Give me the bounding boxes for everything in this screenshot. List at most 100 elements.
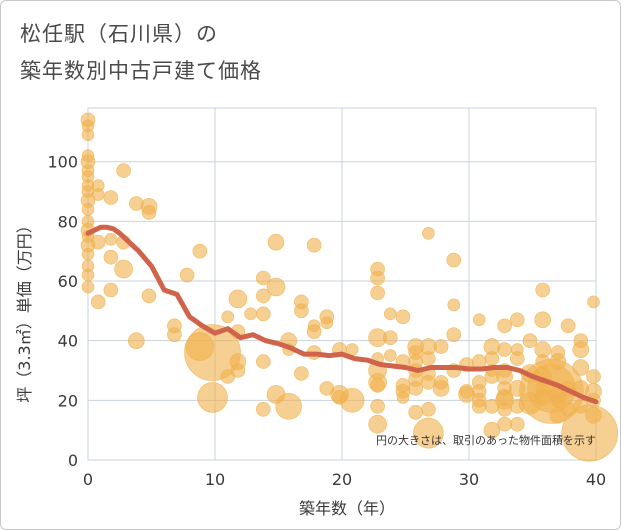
data-point-109 [432,380,450,397]
data-point-106 [413,417,444,449]
x-tick-label-30: 30 [459,470,479,489]
y-tick-label-40: 40 [58,332,78,351]
data-point-157 [549,353,567,370]
x-tick-label-0: 0 [83,470,93,489]
data-point-24 [104,233,118,246]
data-point-166 [572,359,590,376]
x-tick-label-20: 20 [332,470,352,489]
data-point-144 [522,333,538,349]
data-point-17 [81,268,95,282]
data-point-61 [294,303,309,319]
data-point-59 [275,392,303,420]
bubble-size-note: 円の大きさは、取引のあった物件面積を示す [376,433,596,447]
data-point-128 [483,421,501,439]
data-point-49 [255,270,271,286]
y-axis-label: 坪（3.3㎡）単価（万円） [15,217,34,402]
data-point-138 [509,312,525,328]
data-point-44 [228,289,248,309]
data-point-41 [197,382,228,413]
data-point-117 [472,313,486,327]
data-point-174 [585,406,602,424]
x-tick-label-10: 10 [205,470,225,489]
data-point-25 [103,249,119,265]
data-point-10 [81,203,95,216]
data-point-137 [497,416,512,432]
data-point-33 [141,205,157,220]
data-point-18 [81,280,95,294]
x-tick-label-40: 40 [586,470,606,489]
data-point-23 [103,190,119,205]
data-point-83 [370,398,385,414]
data-point-84 [368,414,387,434]
data-point-129 [497,318,512,334]
data-point-170 [587,295,600,309]
data-point-62 [294,366,309,381]
data-point-52 [255,354,271,369]
data-point-161 [560,318,576,334]
data-point-165 [572,341,590,358]
y-tick-label-60: 60 [58,272,78,291]
data-point-68 [320,316,334,330]
data-point-27 [116,163,131,178]
data-point-50 [255,288,271,304]
axis-ticks: 0 10 20 30 40 0 20 40 60 80 100 [47,153,606,489]
data-point-31 [128,332,145,350]
y-tick-label-80: 80 [58,212,78,231]
data-point-15 [81,247,95,261]
data-point-76 [370,270,385,286]
data-point-88 [395,309,411,325]
chart-title-line-2: 築年数別中古戸建て価格 [20,59,262,83]
data-point-92 [396,391,410,404]
data-point-86 [382,330,398,346]
data-point-85 [383,307,397,321]
data-point-130 [497,342,512,357]
data-point-102 [421,351,436,366]
data-point-37 [179,267,195,283]
data-point-53 [255,401,271,417]
data-point-140 [509,351,525,366]
data-point-171 [586,369,601,384]
data-point-22 [90,294,106,310]
data-point-147 [535,282,551,298]
data-point-112 [446,327,462,343]
data-point-36 [167,327,182,343]
data-point-40 [184,324,241,381]
bubble-series [80,112,619,462]
y-tick-label-0: 0 [68,451,78,470]
data-point-47 [230,363,246,378]
data-point-73 [339,387,365,413]
data-point-20 [91,188,105,201]
data-point-54 [267,233,285,251]
data-point-26 [103,282,119,298]
data-point-63 [306,237,322,253]
data-point-99 [408,404,424,420]
data-point-51 [255,306,271,322]
chart-title-line-1: 松任駅（石川県）の [20,22,218,46]
y-tick-label-100: 100 [47,153,78,172]
average-trend-line [85,224,599,405]
data-point-87 [383,349,397,362]
data-point-98 [408,381,424,396]
data-point-29 [114,259,133,279]
x-axis-label: 築年数（年） [299,499,395,518]
data-point-107 [433,339,449,354]
data-point-34 [141,288,157,304]
data-point-105 [421,401,436,417]
y-tick-label-20: 20 [58,391,78,410]
data-point-48 [244,307,257,321]
data-point-65 [306,324,322,340]
data-point-111 [447,298,461,312]
data-point-124 [484,351,500,366]
data-point-148 [534,311,552,329]
data-point-77 [370,285,385,301]
data-point-42 [221,310,234,324]
data-point-2 [81,128,95,142]
data-point-21 [90,234,106,250]
data-point-38 [192,243,208,259]
data-point-122 [471,398,487,414]
data-point-82 [370,378,385,393]
data-point-143 [509,416,525,432]
data-point-55 [266,277,286,297]
